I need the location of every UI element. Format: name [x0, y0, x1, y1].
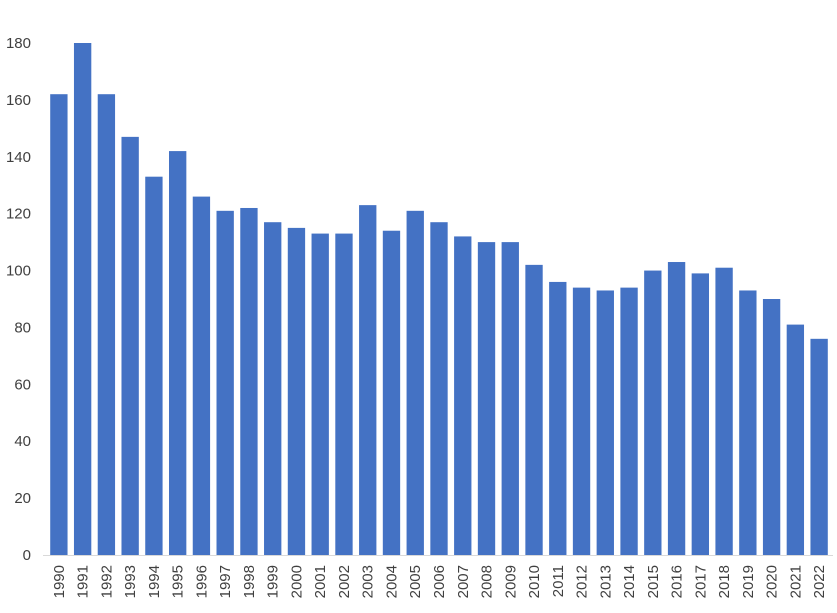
y-tick-label: 80 [14, 319, 31, 336]
bar-2015 [644, 270, 662, 555]
x-tick-label: 2022 [811, 565, 828, 598]
x-tick-label: 2011 [550, 565, 567, 597]
bar-2007 [454, 236, 472, 556]
x-tick-label: 2000 [288, 565, 305, 598]
y-tick-label: 180 [6, 35, 31, 52]
bar-2008 [477, 242, 496, 556]
bar-1993 [121, 136, 139, 555]
bar-2016 [667, 262, 686, 555]
x-tick-label: 2020 [764, 565, 781, 598]
bar-2017 [691, 273, 709, 555]
bar-2013 [596, 290, 614, 555]
bar-1997 [216, 210, 234, 555]
y-tick-label: 60 [14, 376, 31, 393]
x-tick-label: 2009 [502, 565, 519, 598]
x-tick-label: 2001 [312, 565, 329, 598]
bar-2006 [430, 222, 448, 555]
bar-1996 [192, 196, 211, 555]
y-tick-label: 20 [14, 490, 31, 507]
bar-2004 [382, 230, 401, 556]
x-tick-label: 1992 [98, 565, 115, 598]
bar-2005 [406, 210, 424, 555]
x-axis-ticks: 1990 1991 1992 1993 1994 1995 1996 1997 1998 1999… [51, 565, 828, 598]
y-axis-ticks: 0 20 40 60 80 100 120 140 160 180 [6, 35, 31, 564]
x-tick-label: 1996 [193, 565, 210, 598]
bar-2019 [739, 290, 757, 555]
x-tick-label: 2005 [407, 565, 424, 598]
x-tick-label: 2004 [383, 565, 400, 598]
bar-2018 [715, 267, 733, 555]
x-tick-label: 1998 [241, 565, 258, 598]
bar-2002 [335, 233, 353, 555]
bar-2021 [786, 324, 805, 555]
x-tick-label: 1990 [51, 565, 68, 598]
y-tick-label: 40 [14, 433, 31, 450]
bar-1990 [50, 94, 68, 555]
x-tick-label: 2014 [621, 565, 638, 598]
x-tick-label: 2015 [645, 565, 662, 598]
x-tick-label: 2003 [360, 565, 377, 598]
bar-2000 [287, 227, 306, 555]
bar-2009 [501, 242, 519, 556]
bar-1991 [73, 43, 92, 555]
y-tick-label: 140 [6, 149, 31, 166]
x-tick-label: 1991 [75, 565, 92, 598]
x-tick-label: 2006 [431, 565, 448, 598]
x-tick-label: 2008 [479, 565, 496, 598]
x-tick-label: 2019 [740, 565, 757, 598]
x-tick-label: 2007 [455, 565, 472, 598]
bar-2012 [572, 287, 591, 555]
bar-2022 [810, 338, 828, 555]
y-tick-label: 100 [6, 263, 31, 280]
bar-1992 [97, 94, 116, 555]
bar-2014 [620, 287, 638, 555]
x-tick-label: 2002 [336, 565, 353, 598]
y-tick-label: 120 [6, 206, 31, 223]
y-tick-label: 0 [23, 547, 31, 564]
x-tick-label: 2013 [597, 565, 614, 598]
bar-1995 [169, 151, 187, 555]
bar-1999 [264, 222, 282, 555]
x-tick-label: 2018 [716, 565, 733, 598]
x-tick-label: 1999 [265, 565, 282, 598]
bar-1994 [145, 176, 163, 555]
x-tick-label: 1995 [170, 565, 187, 598]
bar-2003 [359, 205, 377, 555]
x-tick-label: 1993 [122, 565, 139, 598]
bar-2020 [762, 299, 781, 555]
x-tick-label: 2017 [692, 565, 709, 598]
bar-2010 [525, 264, 543, 555]
x-tick-label: 2010 [526, 565, 543, 598]
x-tick-label: 1997 [217, 565, 234, 598]
x-tick-label: 2016 [669, 565, 686, 598]
y-tick-label: 160 [6, 92, 31, 109]
bar-2001 [311, 233, 329, 555]
bar-1998 [240, 207, 258, 556]
bar-2011 [549, 281, 567, 555]
x-tick-label: 1994 [146, 565, 163, 598]
bars [50, 43, 828, 556]
x-tick-label: 2021 [787, 565, 804, 598]
x-tick-label: 2012 [574, 565, 591, 598]
